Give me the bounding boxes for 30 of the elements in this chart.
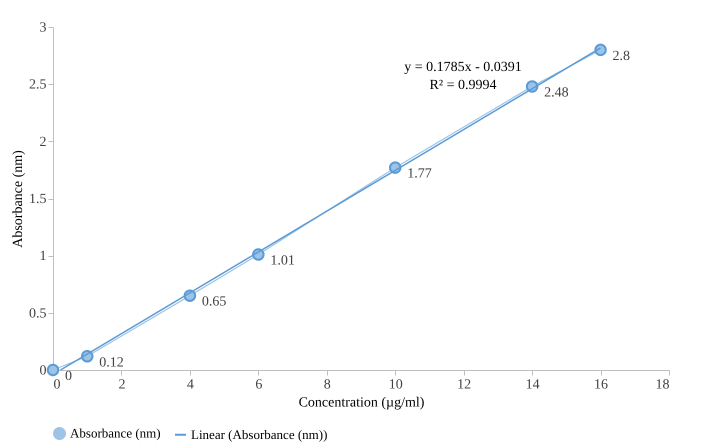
legend-label: Absorbance (nm) [70,426,161,441]
y-axis-title: Absorbance (nm) [11,150,26,248]
point [46,364,60,376]
data-label: 1.01 [270,254,295,269]
y-tick-label: 0 [40,364,46,378]
y-tick-label: 2.5 [29,78,46,93]
annotation: y = 0.1785x - 0.0391 [404,60,522,75]
data-label: 0.12 [99,355,124,370]
x-tick-label: 14 [526,378,540,392]
x-tick-label: 8 [324,378,331,392]
x-axis-title: Concentration (µg/ml) [298,396,425,410]
x-tick-label: 18 [656,378,670,392]
y-tick-label: 2 [40,134,46,150]
x-tick-label: 16 [594,378,608,392]
legend-label: Linear (Absorbance (nm)) [191,426,328,442]
x-tick-label: 4 [186,378,194,392]
x-tick-label: 6 [255,378,262,392]
y-tick-label: 3 [40,20,46,36]
data-label: 2.48 [544,85,569,100]
data-label: 2.8 [612,48,630,64]
x-tick-label: 2 [118,378,126,392]
data-label: 1.77 [407,166,432,182]
y-tick-label: 1 [40,249,46,264]
data-label: 0.65 [202,294,226,310]
annotation: R² = 0.9994 [430,78,496,93]
x-tick-label: 0 [54,378,60,392]
x-tick-label: 12 [457,378,472,392]
x-tick-label: 10 [388,378,403,392]
y-tick-label: 1.5 [29,192,46,207]
y-tick-label: 0.5 [29,306,46,322]
